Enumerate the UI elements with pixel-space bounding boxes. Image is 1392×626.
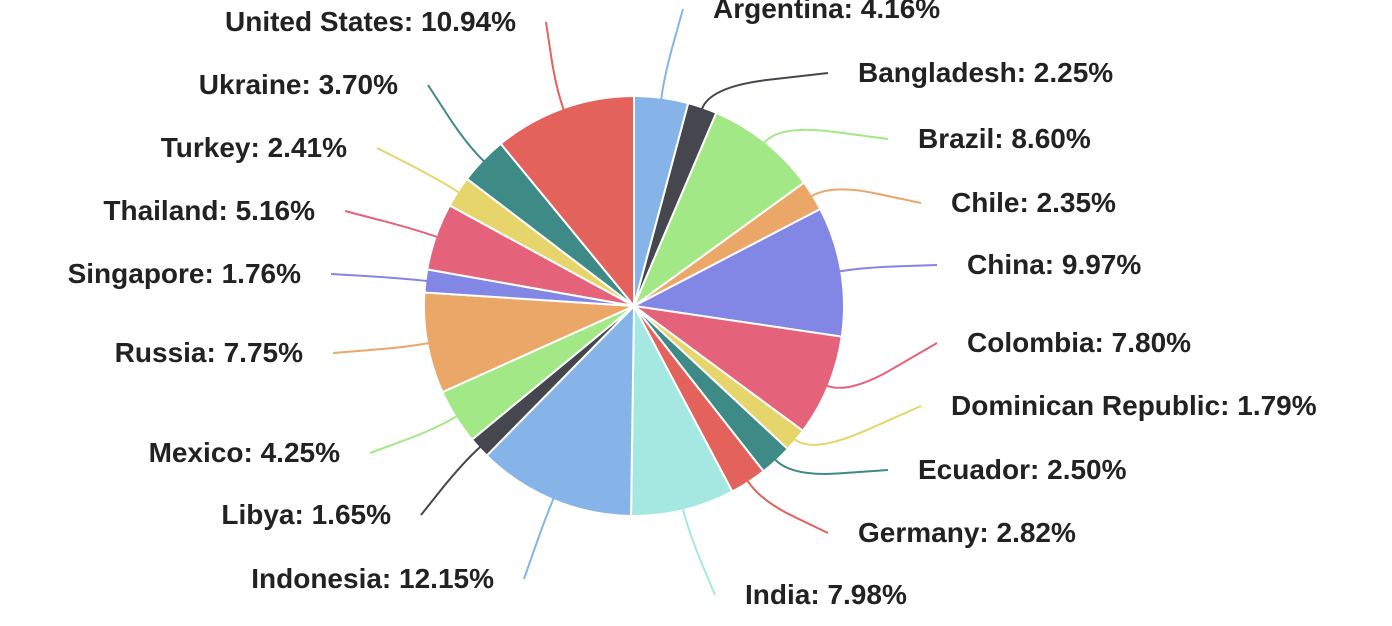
leader-line-turkey [376,147,461,194]
slice-label-ukraine: Ukraine: 3.70% [199,69,398,100]
leader-line-bangladesh [700,72,829,110]
slice-label-germany: Germany: 2.82% [858,517,1076,548]
slice-label-russia: Russia: 7.75% [115,337,303,368]
leader-line-brazil [762,128,889,145]
leader-line-colombia [825,342,938,389]
slice-labels: Argentina: 4.16% Bangladesh: 2.25% Brazil:… [68,0,1317,610]
leader-line-mexico [369,414,458,454]
leader-line-india [681,507,716,596]
leader-line-dominican-republic [793,405,922,446]
slice-label-ecuador: Ecuador: 2.50% [918,454,1127,485]
slice-label-brazil: Brazil: 8.60% [918,123,1091,154]
leader-line-singapore [330,273,428,283]
leader-line-libya [420,445,482,516]
pie-slices [423,94,845,517]
slice-label-china: China: 9.97% [967,249,1141,280]
slice-label-libya: Libya: 1.65% [221,499,391,530]
slice-label-united-states: United States: 10.94% [225,6,516,37]
leader-line-indonesia [523,497,555,580]
slice-label-bangladesh: Bangladesh: 2.25% [858,57,1113,88]
slice-label-thailand: Thailand: 5.16% [103,195,315,226]
leader-line-ecuador [773,458,889,475]
leader-line-germany [746,479,829,534]
leader-line-chile [810,188,922,204]
leader-line-ukraine [427,84,485,163]
slice-label-chile: Chile: 2.35% [951,187,1116,218]
slice-label-argentina: Argentina: 4.16% [713,0,940,24]
leader-line-united-states [545,21,565,111]
leader-line-thailand [344,210,439,239]
leader-line-russia [332,342,430,354]
slice-label-indonesia: Indonesia: 12.15% [251,563,494,594]
leader-line-argentina [660,8,684,100]
slice-label-singapore: Singapore: 1.76% [68,258,302,289]
leader-lines [330,8,938,596]
leader-line-china [838,264,938,273]
slice-label-india: India: 7.98% [745,579,907,610]
slice-label-colombia: Colombia: 7.80% [967,327,1191,358]
slice-label-mexico: Mexico: 4.25% [149,437,341,468]
slice-label-dominican-republic: Dominican Republic: 1.79% [951,390,1317,421]
slice-label-turkey: Turkey: 2.41% [161,132,347,163]
